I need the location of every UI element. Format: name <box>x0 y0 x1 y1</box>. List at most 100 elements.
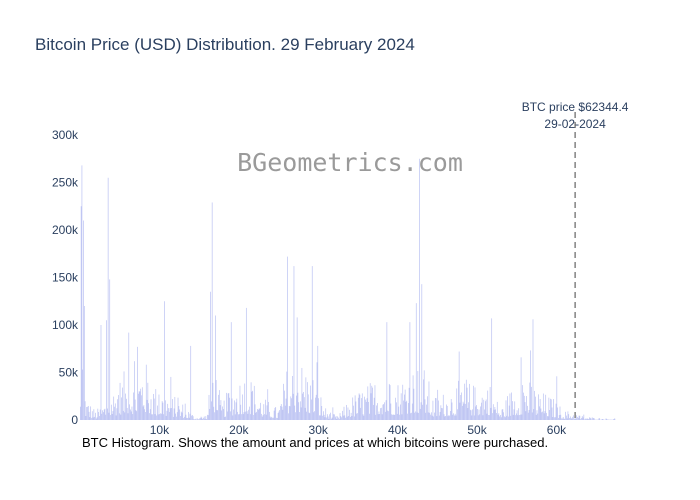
histogram-bar <box>272 417 273 420</box>
histogram-bar <box>83 306 85 420</box>
histogram-bar <box>569 416 571 420</box>
histogram-bar <box>361 398 362 420</box>
histogram-bar <box>336 418 338 420</box>
histogram-bar <box>251 391 253 420</box>
histogram-bar <box>298 402 300 420</box>
histogram-bar <box>512 401 513 420</box>
histogram-bar <box>178 406 180 420</box>
histogram-bar <box>203 416 205 420</box>
histogram-bar <box>492 404 494 420</box>
histogram-bar <box>500 417 502 420</box>
x-axis: 10k 20k 30k 40k 50k 60k <box>150 423 567 437</box>
histogram-bar <box>158 394 160 420</box>
histogram-bar <box>234 414 236 420</box>
y-tick-label: 200k <box>52 223 79 237</box>
histogram-bar <box>288 405 290 420</box>
histogram-bar <box>554 417 556 420</box>
btc-price-annotation: BTC price $62344.4 29-02-2024 <box>522 100 629 420</box>
histogram-bar <box>118 395 119 420</box>
histogram-bar <box>373 397 375 420</box>
histogram-bar <box>511 392 512 420</box>
histogram-bar <box>474 387 476 420</box>
histogram-bar <box>271 416 273 420</box>
btc-price-date: 29-02-2024 <box>544 117 606 131</box>
histogram-bar <box>165 415 167 420</box>
histogram-bar <box>103 412 104 420</box>
x-tick-label: 10k <box>150 423 170 437</box>
histogram-bar <box>311 266 313 420</box>
histogram-bar <box>296 395 297 420</box>
histogram-bar <box>473 415 475 420</box>
histogram-bar <box>582 417 584 420</box>
histogram-bar <box>498 413 500 420</box>
histogram-bar <box>199 418 200 420</box>
histogram-bar <box>98 412 99 420</box>
histogram-bar <box>398 406 400 420</box>
histogram-bar <box>283 383 284 420</box>
histogram-bar <box>401 414 403 420</box>
histogram-bar <box>176 412 178 420</box>
histogram-bar <box>238 414 239 420</box>
histogram-bar <box>437 389 439 420</box>
histogram-bar <box>265 399 266 420</box>
histogram-bar <box>525 411 527 420</box>
histogram-bar <box>184 403 186 420</box>
histogram-bar <box>347 407 349 420</box>
histogram-bar <box>573 418 575 420</box>
histogram-bar <box>339 413 341 420</box>
histogram-bar <box>515 413 517 420</box>
histogram-bar <box>323 411 324 420</box>
histogram-bar <box>277 413 279 420</box>
histogram-bar <box>543 413 545 420</box>
histogram-bar <box>151 414 153 420</box>
histogram-bar <box>497 414 499 420</box>
histogram-bar <box>404 394 405 420</box>
histogram-bar <box>515 415 516 420</box>
histogram-bar <box>187 417 188 420</box>
histogram-bar <box>259 408 261 420</box>
histogram-bar <box>188 412 189 420</box>
histogram-bar <box>102 410 103 420</box>
histogram-bar <box>164 301 165 420</box>
histogram-bar <box>587 418 589 420</box>
histogram-bar <box>475 406 477 420</box>
histogram-bar <box>380 408 381 420</box>
histogram-bar <box>472 409 473 420</box>
histogram-bar <box>328 418 330 420</box>
histogram-bar <box>204 418 206 420</box>
histogram-bar <box>565 411 566 420</box>
histogram-bar <box>504 417 506 420</box>
histogram-bar <box>585 419 587 420</box>
histogram-bar <box>374 385 376 420</box>
histogram-bar <box>540 408 542 420</box>
histogram-bar <box>384 411 386 420</box>
histogram-bar <box>316 362 318 420</box>
histogram-bar <box>146 399 148 420</box>
histogram-bar <box>169 408 171 420</box>
histogram-bar <box>248 409 250 420</box>
histogram-bar <box>141 395 142 420</box>
histogram-bar <box>229 397 230 420</box>
histogram-bar <box>182 404 184 420</box>
histogram-bar <box>188 417 190 420</box>
histogram-bar <box>99 409 101 420</box>
histogram-bar <box>462 401 464 420</box>
histogram-bar <box>438 415 440 420</box>
histogram-bar <box>488 415 490 420</box>
histogram-bar <box>156 415 157 420</box>
histogram-bar <box>129 404 130 420</box>
histogram-bar <box>448 415 450 420</box>
histogram-bar <box>258 408 260 420</box>
histogram-bar <box>520 357 522 420</box>
histogram-bar <box>409 322 411 420</box>
histogram-bar <box>145 412 146 420</box>
histogram-bar <box>280 404 282 420</box>
histogram-bar <box>86 407 88 420</box>
histogram-bar <box>481 402 482 420</box>
histogram-bar <box>150 399 152 420</box>
histogram-bar <box>506 415 508 420</box>
histogram-bar <box>295 412 296 420</box>
histogram-bar <box>395 397 396 420</box>
histogram-bar <box>81 165 83 420</box>
histogram-bar <box>127 413 129 420</box>
